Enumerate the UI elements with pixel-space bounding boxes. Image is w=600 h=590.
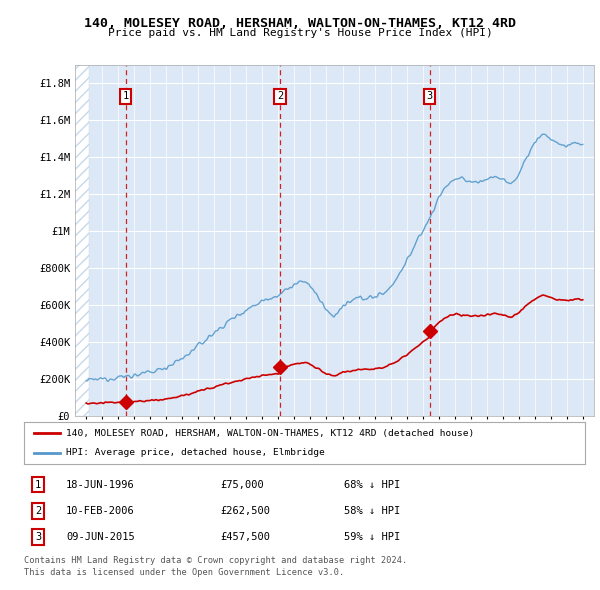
Text: Contains HM Land Registry data © Crown copyright and database right 2024.: Contains HM Land Registry data © Crown c… <box>24 556 407 565</box>
Text: 10-FEB-2006: 10-FEB-2006 <box>66 506 135 516</box>
Text: 58% ↓ HPI: 58% ↓ HPI <box>344 506 400 516</box>
Text: 140, MOLESEY ROAD, HERSHAM, WALTON-ON-THAMES, KT12 4RD: 140, MOLESEY ROAD, HERSHAM, WALTON-ON-TH… <box>84 17 516 30</box>
Text: 3: 3 <box>427 91 433 101</box>
Text: £457,500: £457,500 <box>220 532 271 542</box>
Text: 1: 1 <box>35 480 41 490</box>
Text: 1: 1 <box>122 91 129 101</box>
Text: 3: 3 <box>35 532 41 542</box>
Text: 18-JUN-1996: 18-JUN-1996 <box>66 480 135 490</box>
Text: 68% ↓ HPI: 68% ↓ HPI <box>344 480 400 490</box>
Text: This data is licensed under the Open Government Licence v3.0.: This data is licensed under the Open Gov… <box>24 568 344 576</box>
Text: Price paid vs. HM Land Registry's House Price Index (HPI): Price paid vs. HM Land Registry's House … <box>107 28 493 38</box>
Bar <box>75 65 89 416</box>
Text: £75,000: £75,000 <box>220 480 264 490</box>
Text: 09-JUN-2015: 09-JUN-2015 <box>66 532 135 542</box>
Text: 2: 2 <box>277 91 283 101</box>
Text: £262,500: £262,500 <box>220 506 271 516</box>
Text: 59% ↓ HPI: 59% ↓ HPI <box>344 532 400 542</box>
Text: HPI: Average price, detached house, Elmbridge: HPI: Average price, detached house, Elmb… <box>66 448 325 457</box>
Text: 2: 2 <box>35 506 41 516</box>
Text: 140, MOLESEY ROAD, HERSHAM, WALTON-ON-THAMES, KT12 4RD (detached house): 140, MOLESEY ROAD, HERSHAM, WALTON-ON-TH… <box>66 429 475 438</box>
